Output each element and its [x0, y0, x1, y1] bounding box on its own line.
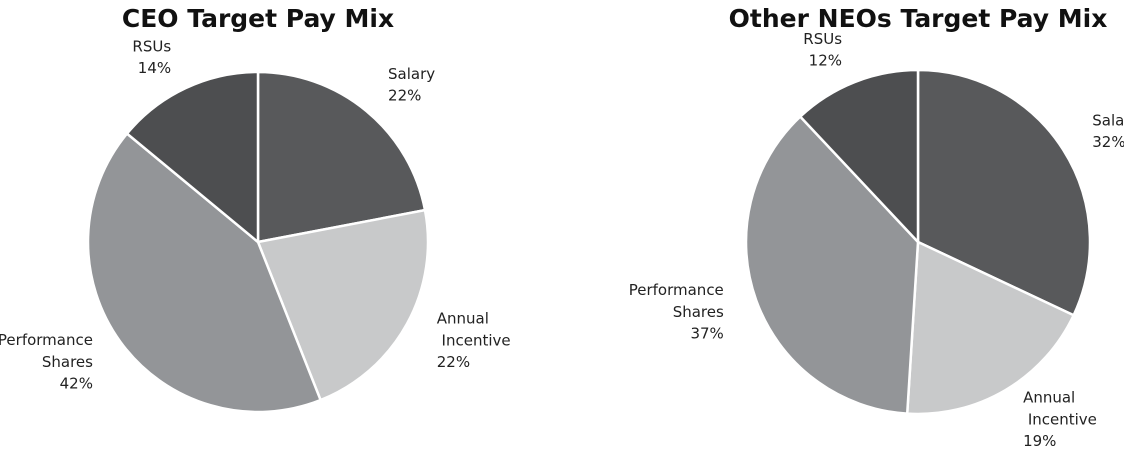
pie-slice	[798, 68, 920, 246]
label-line: RSUs	[803, 30, 842, 48]
slice-label: Annual Incentive	[1023, 388, 1097, 428]
slice-label: Salary	[388, 64, 435, 82]
value-label: 12%	[809, 52, 842, 70]
pie-slice	[125, 70, 260, 245]
label-line: Annual	[1023, 388, 1075, 406]
value-label: 42%	[60, 374, 93, 392]
label-line: Shares	[668, 302, 724, 320]
value-label: 14%	[138, 59, 171, 77]
slice-label: RSUs	[803, 30, 842, 48]
label-line: Annual	[437, 309, 489, 327]
pie-slice	[86, 131, 323, 414]
label-line: Performance	[629, 280, 724, 298]
value-label: 32%	[1092, 133, 1124, 151]
slice-label: Performance Shares	[0, 330, 93, 370]
slice-label: Performance Shares	[629, 280, 724, 320]
pie-slice	[905, 240, 1076, 416]
value-label: 19%	[1023, 432, 1056, 450]
slice-label: Salary	[1092, 111, 1124, 129]
label-line: Salary	[1092, 111, 1124, 129]
pie-slice	[256, 70, 427, 244]
pie-slice	[256, 208, 430, 402]
label-line: Incentive	[437, 331, 511, 349]
slice-label: RSUs	[132, 37, 171, 55]
value-label: 22%	[437, 353, 470, 371]
label-line: Salary	[388, 64, 435, 82]
chart-title: CEO Target Pay Mix	[122, 4, 394, 33]
label-line: RSUs	[132, 37, 171, 55]
slice-label: Annual Incentive	[437, 309, 511, 349]
value-label: 22%	[388, 86, 421, 104]
value-label: 37%	[690, 324, 723, 342]
label-line: Performance	[0, 330, 93, 348]
pie-slice	[916, 68, 1092, 317]
pie-slice	[744, 114, 920, 415]
chart-title: Other NEOs Target Pay Mix	[729, 4, 1108, 33]
label-line: Incentive	[1023, 410, 1097, 428]
label-line: Shares	[37, 352, 93, 370]
